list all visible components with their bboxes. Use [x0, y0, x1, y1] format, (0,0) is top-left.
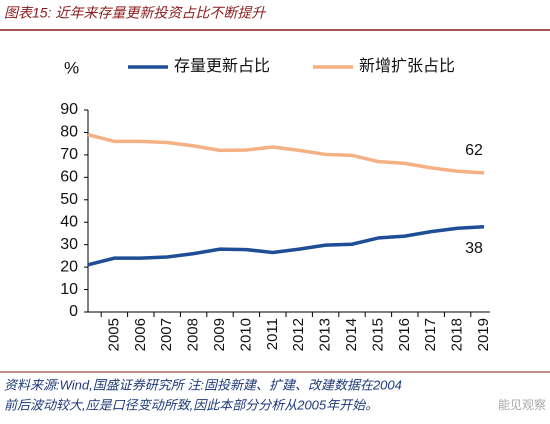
source-line: 前后波动较大,应是口径变动所致,因此本部分分析从2005年开始。 [4, 397, 378, 412]
x-tick-label: 2006 [132, 318, 149, 351]
y-tick-label: 30 [60, 236, 78, 253]
x-tick-label: 2015 [369, 318, 386, 351]
series-line [87, 132, 485, 175]
legend-label: 新增扩张占比 [359, 57, 455, 75]
y-axis-label: % [64, 58, 79, 77]
legend-label: 存量更新占比 [174, 57, 270, 75]
series-line [87, 224, 485, 267]
annotation: 62 [465, 142, 483, 159]
y-tick-label: 40 [60, 213, 78, 230]
x-tick-label: 2007 [158, 318, 175, 351]
x-tick-label: 2008 [185, 318, 202, 351]
x-tick-label: 2016 [396, 318, 413, 351]
y-tick-label: 70 [60, 146, 78, 163]
x-tick-label: 2012 [290, 318, 307, 351]
y-tick-label: 20 [60, 258, 78, 275]
x-tick-label: 2017 [422, 318, 439, 351]
watermark: 能见观察 [498, 398, 546, 412]
annotation: 38 [465, 240, 483, 257]
y-tick-label: 50 [60, 191, 78, 208]
y-tick-label: 60 [60, 169, 78, 186]
x-tick-label: 2014 [343, 318, 360, 351]
x-tick-label: 2009 [211, 318, 228, 351]
source-line: 资料来源:Wind,国盛证券研究所 注:固投新建、扩建、改建数据在2004 [4, 377, 402, 392]
chart-title: 图表15: 近年来存量更新投资占比不断提升 [4, 5, 266, 21]
y-tick-label: 10 [60, 281, 78, 298]
x-tick-label: 2011 [264, 318, 281, 350]
x-tick-label: 2018 [449, 318, 466, 351]
x-tick-label: 2010 [237, 318, 254, 351]
x-tick-label: 2019 [475, 318, 492, 351]
x-tick-label: 2005 [105, 318, 122, 351]
y-tick-label: 0 [69, 303, 78, 320]
y-tick-label: 80 [60, 124, 78, 141]
x-tick-label: 2013 [317, 318, 334, 351]
y-tick-label: 90 [60, 101, 78, 118]
